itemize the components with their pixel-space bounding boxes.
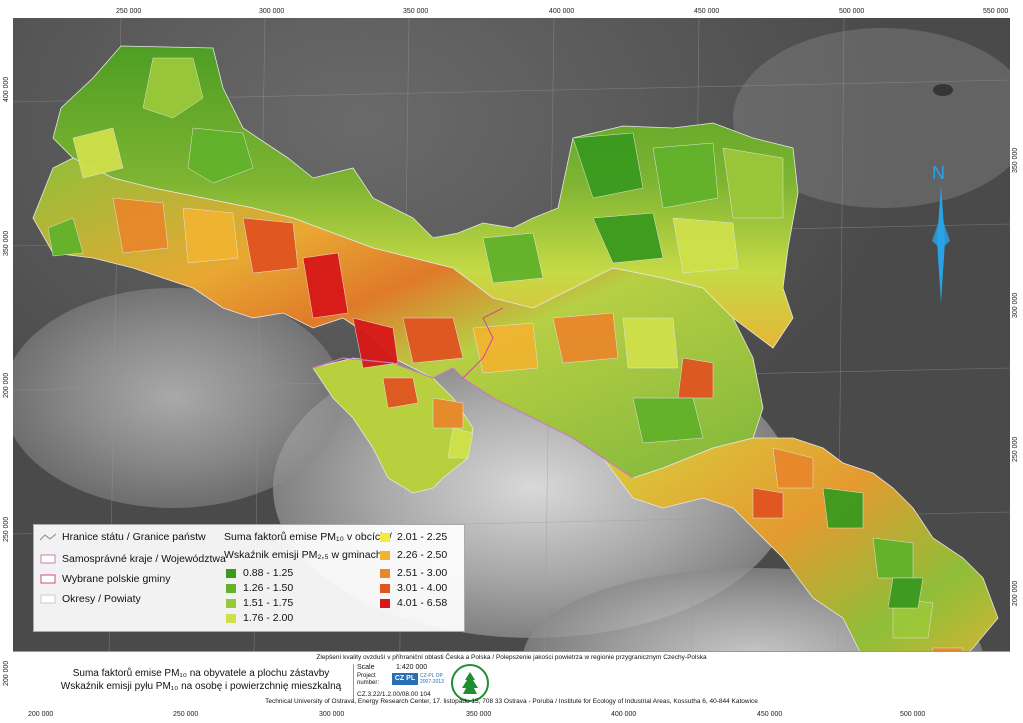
north-arrow: N [926,163,956,303]
legend-class-3: 1.51 - 1.75 [226,597,293,609]
coord-bottom-1: 200 000 [28,711,54,718]
region-outline-icon [40,554,56,564]
legend-class-8: 3.01 - 4.00 [380,582,447,594]
coord-bottom-2: 250 000 [173,711,199,718]
legend-class-9: 4.01 - 6.58 [380,597,447,609]
coord-bottom-6: 450 000 [757,711,783,718]
terrain-north-east [733,28,1010,208]
state-border-line-icon [40,533,56,541]
legend-label-districts: Okresy / Powiaty [62,593,141,605]
municipality-patches [47,57,964,679]
map-canvas[interactable]: N [13,18,1010,708]
institution-logo-icon [451,664,489,702]
legend-class-label-4: 1.76 - 2.00 [243,612,294,624]
project-line: Zlepšení kvality ovzduší v příhraniční o… [316,654,707,661]
leaf-icon [462,672,478,694]
coord-bottom-7: 500 000 [900,711,926,718]
legend-class-7: 2.51 - 3.00 [380,567,447,579]
region-south-east [602,437,999,708]
legend-class-label-6: 2.26 - 2.50 [397,549,448,561]
legend-class-label-1: 0.88 - 1.25 [243,567,294,579]
project-number: CZ.3.22/1.2.00/08.00 104 [357,691,431,698]
legend-panel: Hranice státu / Granice państw Samospráv… [33,524,465,632]
legend-class-4: 1.76 - 2.00 [226,612,293,624]
project-logo-icon: CZ PL [392,673,418,685]
map-title-pl: Wskaźnik emisji pyłu PM₁₀ na osobę i pow… [60,681,342,692]
legend-swatch-6 [380,550,390,560]
coord-left-1: 400 000 [3,76,10,102]
coord-top-4: 400 000 [549,8,575,15]
coord-top-3: 350 000 [403,8,429,15]
legend-class-label-3: 1.51 - 1.75 [243,597,294,609]
legend-class-6: 2.26 - 2.50 [380,549,447,561]
legend-label-regions: Samosprávné kraje / Województwa [62,553,226,565]
footer-credits: Technical University of Ostrava, Energy … [265,698,758,705]
legend-class-label-9: 4.01 - 6.58 [397,597,448,609]
coord-top-6: 500 000 [839,8,865,15]
coord-bottom-3: 300 000 [319,711,345,718]
legend-swatch-7 [380,568,390,578]
coord-right-4: 200 000 [1012,580,1019,606]
coord-bottom-4: 350 000 [466,711,492,718]
legend-swatch-1 [226,568,236,578]
legend-swatch-9 [380,598,390,608]
coord-top-5: 450 000 [694,8,720,15]
legend-item-state-border: Hranice státu / Granice państw [40,531,206,543]
legend-item-districts: Okresy / Powiaty [40,593,141,605]
scale-label: Scale [357,664,375,671]
legend-label-gminy: Wybrane polskie gminy [62,573,171,585]
voivodeship-border-line [462,307,504,379]
gmina-outline-icon [40,574,56,584]
program-logo-subtext: CZ-PL OP 2007-2013 [420,673,444,685]
coord-right-2: 300 000 [1012,292,1019,318]
legend-item-regions: Samosprávné kraje / Województwa [40,553,226,565]
map-title-cz: Suma faktorů emise PM₁₀ na obyvatele a p… [72,668,330,679]
coord-right-1: 350 000 [1012,147,1019,173]
legend-label-state-border: Hranice státu / Granice państw [62,531,206,543]
legend-class-label-7: 2.51 - 3.00 [397,567,448,579]
legend-heading-1: Suma faktorů emise PM₁₀ v obcích / [224,531,392,543]
map-svg [13,18,1010,708]
project-number-label: Project number: [357,673,380,686]
terrain-dark-spot [933,84,953,96]
scale-value: 1:420 000 [396,664,428,671]
coord-left-3: 200 000 [3,372,10,398]
legend-swatch-5 [380,532,390,542]
legend-heading-2: Wskaźnik emisji PM₂,₅ w gminach [224,549,382,561]
legend-swatch-4 [226,613,236,623]
legend-item-gminy: Wybrane polskie gminy [40,573,170,585]
legend-swatch-3 [226,598,236,608]
north-arrow-label: N [932,163,945,183]
scale-block: Scale 1:420 000 Project number: CZ PL CZ… [353,664,449,700]
legend-class-5: 2.01 - 2.25 [380,531,447,543]
legend-swatch-2 [226,583,236,593]
coord-right-3: 250 000 [1012,436,1019,462]
coord-top-2: 300 000 [259,8,285,15]
legend-class-label-2: 1.26 - 1.50 [243,582,294,594]
coord-left-4: 250 000 [3,516,10,542]
coord-bottom-5: 400 000 [611,711,637,718]
legend-swatch-8 [380,583,390,593]
terrain-mountains-west [13,288,343,508]
legend-class-label-5: 2.01 - 2.25 [397,531,448,543]
legend-class-2: 1.26 - 1.50 [226,582,293,594]
district-outline-icon [40,594,56,604]
coord-left-5: 200 000 [3,660,10,686]
coord-left-2: 350 000 [3,230,10,256]
legend-class-1: 0.88 - 1.25 [226,567,293,579]
title-box: Zlepšení kvality ovzduší v příhraniční o… [13,651,1010,708]
coord-top-1: 250 000 [116,8,142,15]
legend-class-label-8: 3.01 - 4.00 [397,582,448,594]
coord-top-7: 550 000 [983,8,1009,15]
north-arrow-icon [932,185,950,303]
